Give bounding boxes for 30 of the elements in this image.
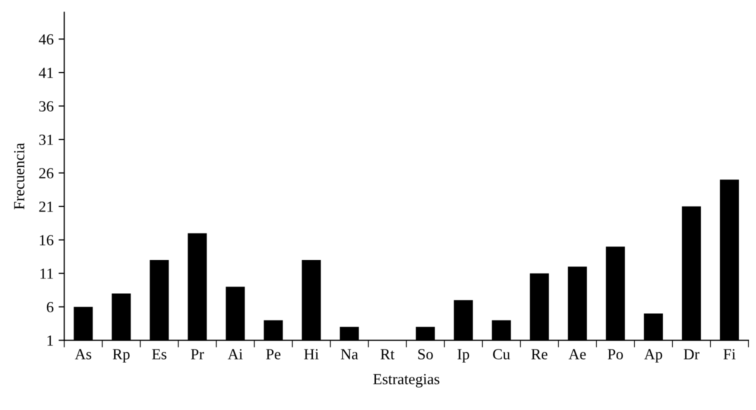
x-tick-label: Pr [190,349,204,360]
y-tick-label: 21 [39,202,53,212]
x-tick-label: Ae [568,349,586,360]
x-tick-label: Re [531,349,548,360]
x-tick-label: Ai [228,349,243,360]
y-axis-title: Frecuencia [14,143,24,210]
x-tick-label: Rp [112,349,130,362]
x-tick-label: Na [340,349,358,360]
x-tick-label: Cu [493,349,510,360]
x-tick-label: So [418,349,433,360]
y-tick-label: 31 [39,134,53,145]
x-axis-title: Estrategias [373,374,440,388]
x-tick-label: Es [152,349,166,360]
y-tick-label: 46 [38,34,54,45]
x-tick-label: Pe [266,349,280,360]
x-tick-label: Fi [724,349,736,360]
y-tick-label: 41 [38,68,53,78]
y-tick-label: 36 [39,101,54,112]
x-tick-label: Ip [458,349,470,362]
x-tick-label: As [74,349,92,360]
x-tick-label: Hi [304,349,319,360]
x-tick-label: Ap [644,349,662,362]
y-tick-label: 26 [39,168,54,178]
x-tick-label: Po [608,349,623,360]
y-tick-label: 1 [48,336,53,346]
x-tick-label: Dr [684,349,700,360]
y-tick-label: 6 [46,302,54,312]
x-tick-label: Rt [380,349,394,360]
y-tick-label: 11 [40,268,53,279]
y-tick-label: 16 [40,235,54,246]
